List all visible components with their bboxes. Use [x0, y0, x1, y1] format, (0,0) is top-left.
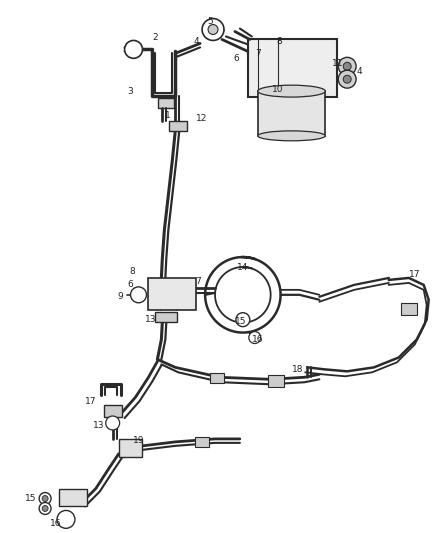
Text: 13: 13: [145, 315, 156, 324]
FancyBboxPatch shape: [159, 98, 174, 108]
Text: 19: 19: [133, 437, 144, 446]
FancyBboxPatch shape: [258, 91, 325, 136]
FancyBboxPatch shape: [59, 489, 87, 506]
Text: 16: 16: [50, 519, 62, 528]
Text: 18: 18: [292, 365, 303, 374]
Text: 8: 8: [277, 37, 283, 46]
Text: 1: 1: [166, 111, 171, 120]
FancyBboxPatch shape: [268, 375, 283, 387]
FancyBboxPatch shape: [210, 373, 224, 383]
Circle shape: [42, 496, 48, 502]
Text: 16: 16: [252, 335, 264, 344]
Text: 14: 14: [237, 263, 248, 272]
FancyBboxPatch shape: [119, 439, 142, 457]
Circle shape: [249, 332, 261, 343]
Circle shape: [343, 75, 351, 83]
FancyBboxPatch shape: [170, 121, 187, 131]
Text: 17: 17: [409, 270, 420, 279]
Text: 4: 4: [193, 37, 199, 46]
Text: 15: 15: [235, 317, 247, 326]
Circle shape: [124, 41, 142, 58]
Circle shape: [131, 287, 146, 303]
Circle shape: [57, 511, 75, 528]
Text: 2: 2: [152, 33, 158, 42]
Text: 17: 17: [85, 397, 96, 406]
FancyBboxPatch shape: [248, 39, 337, 97]
FancyBboxPatch shape: [104, 405, 122, 417]
Text: 9: 9: [118, 292, 124, 301]
Ellipse shape: [258, 131, 325, 141]
Text: 3: 3: [128, 87, 134, 95]
Circle shape: [202, 19, 224, 41]
Text: 7: 7: [195, 277, 201, 286]
Circle shape: [338, 70, 356, 88]
Circle shape: [338, 58, 356, 75]
Circle shape: [106, 416, 120, 430]
FancyBboxPatch shape: [148, 278, 196, 310]
Text: 6: 6: [233, 54, 239, 63]
Ellipse shape: [258, 85, 325, 97]
Text: 11: 11: [332, 59, 343, 68]
Text: 13: 13: [93, 422, 105, 431]
Circle shape: [39, 492, 51, 504]
Circle shape: [236, 313, 250, 327]
Circle shape: [42, 505, 48, 512]
Text: 6: 6: [128, 280, 134, 289]
Text: 15: 15: [25, 494, 37, 503]
Text: 7: 7: [255, 49, 261, 58]
FancyBboxPatch shape: [401, 303, 417, 314]
Circle shape: [343, 62, 351, 70]
Text: 5: 5: [207, 17, 213, 26]
Circle shape: [39, 503, 51, 514]
Circle shape: [208, 25, 218, 35]
FancyBboxPatch shape: [155, 312, 177, 321]
FancyBboxPatch shape: [195, 437, 209, 447]
Text: 12: 12: [196, 115, 208, 124]
Text: 4: 4: [356, 67, 362, 76]
Text: 8: 8: [130, 268, 135, 277]
Text: 10: 10: [272, 85, 283, 94]
